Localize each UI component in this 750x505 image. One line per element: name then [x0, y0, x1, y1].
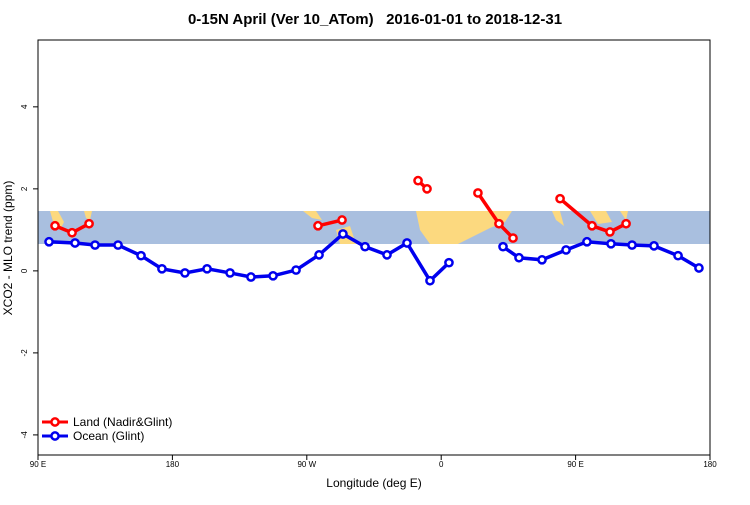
- data-point: [425, 275, 435, 286]
- y-tick-label: 0: [20, 268, 29, 273]
- data-point: [246, 272, 256, 282]
- x-tick-label: 90 E: [567, 460, 583, 469]
- data-point: [473, 188, 483, 198]
- data-point: [337, 215, 347, 225]
- data-point: [67, 227, 77, 238]
- series-line: [558, 197, 627, 234]
- data-point: [555, 193, 565, 204]
- data-point: [413, 175, 423, 186]
- data-point: [402, 238, 412, 248]
- data-point: [537, 254, 547, 265]
- data-point: [498, 241, 508, 252]
- data-point: [694, 263, 704, 273]
- data-point: [291, 265, 301, 275]
- data-point: [605, 227, 615, 237]
- data-point: [382, 250, 392, 260]
- y-tick-label: -2: [20, 349, 29, 357]
- legend-marker: [50, 417, 60, 427]
- data-point: [225, 268, 235, 278]
- y-tick-label: 2: [20, 186, 29, 191]
- data-point: [444, 257, 454, 268]
- x-tick-label: 0: [439, 460, 444, 469]
- chart-title: 0-15N April (Ver 10_ATom) 2016-01-01 to …: [188, 11, 562, 28]
- data-point: [582, 236, 592, 247]
- map-land: [50, 211, 628, 244]
- data-point: [494, 218, 504, 229]
- plot-frame: [37, 39, 711, 456]
- data-point: [70, 238, 80, 248]
- data-point: [606, 238, 616, 249]
- data-point: [157, 263, 167, 274]
- data-point: [587, 220, 597, 231]
- x-axis-label: Longitude (deg E): [326, 476, 421, 490]
- y-axis-label: XCO2 - MLO trend (ppm): [1, 181, 15, 316]
- data-point: [627, 240, 637, 250]
- x-tick-label: 90 E: [30, 460, 46, 469]
- data-point: [360, 241, 370, 252]
- data-point: [113, 240, 123, 250]
- data-point: [649, 241, 659, 251]
- data-point: [422, 184, 432, 194]
- data-point: [514, 252, 524, 263]
- data-point: [561, 245, 571, 255]
- y-tick-label: 4: [20, 104, 29, 109]
- data-point: [313, 220, 323, 231]
- legend-label: Ocean (Glint): [73, 429, 144, 443]
- x-tick-label: 90 W: [297, 460, 316, 469]
- x-tick-label: 180: [166, 460, 180, 469]
- data-point: [44, 236, 54, 247]
- data-point: [673, 250, 683, 261]
- data-point: [202, 263, 212, 274]
- data-point: [50, 220, 60, 231]
- data-point: [268, 270, 278, 281]
- x-tick-label: 180: [703, 460, 717, 469]
- legend-label: Land (Nadir&Glint): [73, 415, 172, 429]
- y-tick-label: -4: [20, 431, 29, 439]
- data-point: [180, 268, 190, 278]
- data-point: [338, 229, 348, 239]
- legend-marker: [50, 431, 60, 441]
- data-point: [90, 240, 100, 250]
- data-point: [84, 218, 94, 229]
- data-point: [508, 233, 518, 243]
- data-point: [621, 218, 631, 229]
- data-point: [136, 250, 146, 261]
- data-point: [314, 250, 324, 260]
- series-line: [502, 239, 700, 270]
